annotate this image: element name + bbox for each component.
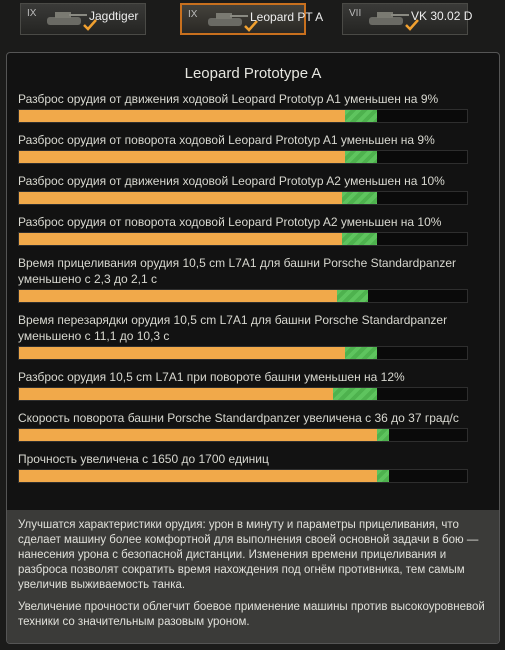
upgrade-label: Разброс орудия от движения ходовой Leopa… [18, 174, 445, 188]
progress-track [18, 191, 468, 205]
tank-name: VK 30.02 D [411, 9, 473, 23]
tier: IX [27, 8, 37, 19]
bar-gain [336, 290, 368, 302]
tank-name: Jagdtiger [89, 9, 139, 23]
upgrade-label: Прочность увеличена с 1650 до 1700 едини… [18, 452, 269, 466]
bar-gain [344, 347, 378, 359]
upgrade-panel: Leopard Prototype A Разброс орудия от дв… [6, 52, 500, 644]
panel-title: Leopard Prototype A [184, 65, 322, 82]
upgrade-label: Время перезарядки орудия 10,5 cm L7A1 дл… [18, 313, 448, 343]
progress-track [18, 428, 468, 442]
upgrade-label: Разброс орудия 10,5 cm L7A1 при повороте… [18, 370, 405, 384]
upgrade-item: Разброс орудия от движения ходовой Leopa… [18, 173, 478, 205]
description-text: Улучшатся характеристики орудия: урон в … [18, 519, 479, 591]
upgrade-item: Разброс орудия от движения ходовой Leopa… [18, 91, 478, 123]
tank-name: Leopard PT A [250, 10, 324, 24]
check-icon [405, 19, 419, 31]
progress-track [18, 232, 468, 246]
check-icon [83, 19, 97, 31]
upgrade-label: Разброс орудия от поворота ходовой Leopa… [18, 133, 435, 147]
tier: IX [188, 9, 198, 20]
bar-gain [377, 470, 390, 482]
tank-icon [47, 12, 87, 25]
bar-gain [377, 429, 390, 441]
upgrade-item: Скорость поворота башни Porsche Standard… [18, 410, 478, 442]
upgrade-item: Разброс орудия от поворота ходовой Leopa… [18, 214, 478, 246]
bar-gain [342, 233, 378, 245]
progress-track [18, 109, 468, 123]
upgrade-list: Разброс орудия от движения ходовой Leopa… [7, 91, 499, 483]
progress-track [18, 469, 468, 483]
check-icon [244, 20, 258, 32]
upgrade-label: Время прицеливания орудия 10,5 cm L7A1 д… [18, 256, 456, 286]
description-text: Увеличение прочности облегчит боевое при… [18, 601, 485, 628]
bar-base [19, 110, 345, 122]
upgrade-item: Прочность увеличена с 1650 до 1700 едини… [18, 451, 478, 483]
tank-tab[interactable]: IX Leopard PT A [180, 3, 323, 35]
tank-icon [208, 13, 248, 26]
bar-base [19, 290, 337, 302]
upgrade-item: Разброс орудия 10,5 cm L7A1 при повороте… [18, 369, 478, 401]
bar-base [19, 347, 345, 359]
bar-base [19, 388, 333, 400]
bar-gain [344, 110, 378, 122]
description: Улучшатся характеристики орудия: урон в … [7, 510, 499, 643]
upgrade-label: Разброс орудия от движения ходовой Leopa… [18, 92, 439, 106]
bar-gain [342, 192, 378, 204]
upgrade-item: Время прицеливания орудия 10,5 cm L7A1 д… [18, 255, 478, 303]
tank-tab[interactable]: IX Jagdtiger [20, 3, 146, 35]
bar-base [19, 151, 345, 163]
progress-track [18, 346, 468, 360]
upgrade-item: Время перезарядки орудия 10,5 cm L7A1 дл… [18, 312, 478, 360]
upgrade-label: Разброс орудия от поворота ходовой Leopa… [18, 215, 442, 229]
upgrade-label: Скорость поворота башни Porsche Standard… [18, 411, 459, 425]
tank-icon [369, 12, 409, 25]
bar-base [19, 192, 343, 204]
bar-base [19, 470, 378, 482]
bar-base [19, 233, 343, 245]
tank-tab[interactable]: VII VK 30.02 D [342, 3, 472, 35]
bar-gain [332, 388, 378, 400]
bar-base [19, 429, 378, 441]
upgrade-item: Разброс орудия от поворота ходовой Leopa… [18, 132, 478, 164]
progress-track [18, 387, 468, 401]
progress-track [18, 289, 468, 303]
progress-track [18, 150, 468, 164]
tier: VII [349, 8, 362, 19]
bar-gain [344, 151, 378, 163]
